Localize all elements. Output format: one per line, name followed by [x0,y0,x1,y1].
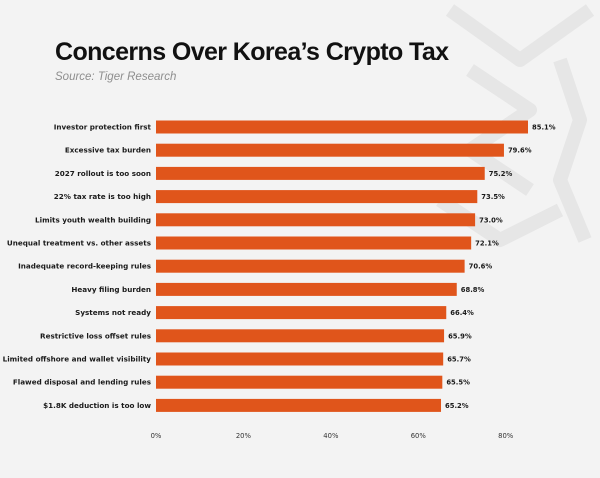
x-tick-label-1: 20% [236,432,252,440]
category-label-7: Heavy filing burden [71,285,151,294]
x-tick-label-4: 80% [498,432,514,440]
bar-12 [156,398,442,412]
value-label-0: 85.1% [532,124,556,132]
category-label-11: Flawed disposal and lending rules [13,378,151,387]
category-label-1: Excessive tax burden [65,146,151,155]
chart-title: Concerns Over Korea’s Crypto Tax [55,38,449,66]
bar-0 [156,120,528,134]
category-label-4: Limits youth wealth building [35,215,151,224]
value-label-5: 72.1% [475,240,499,248]
bar-1 [156,143,504,157]
chart-source: Source: Tiger Research [55,71,177,83]
x-tick-label-2: 40% [323,432,339,440]
bar-10 [156,352,444,366]
bar-8 [156,306,447,320]
value-label-7: 68.8% [461,286,485,294]
value-label-1: 79.6% [508,147,532,155]
category-label-10: Limited offshore and wallet visibility [3,355,152,364]
value-label-10: 65.7% [447,356,471,364]
value-label-2: 75.2% [489,170,513,178]
bar-7 [156,282,457,296]
bar-2 [156,166,485,180]
bar-11 [156,375,443,389]
value-label-12: 65.2% [445,402,469,410]
value-label-6: 70.6% [469,263,493,271]
x-tick-label-0: 0% [151,432,162,440]
bar-6 [156,259,465,273]
category-label-5: Unequal treatment vs. other assets [7,239,151,248]
category-label-9: Restrictive loss offset rules [40,331,151,340]
value-label-3: 73.5% [481,193,505,201]
value-label-8: 66.4% [450,309,474,317]
bar-3 [156,190,478,204]
category-label-3: 22% tax rate is too high [54,192,151,201]
value-label-11: 65.5% [446,379,470,387]
category-label-2: 2027 rollout is too soon [55,169,151,178]
bar-9 [156,329,445,343]
category-label-6: Inadequate record-keeping rules [18,262,151,271]
category-label-12: $1.8K deduction is too low [43,401,151,410]
value-label-9: 65.9% [448,332,472,340]
value-label-4: 73.0% [479,216,503,224]
category-label-8: Systems not ready [75,308,151,317]
x-tick-label-3: 60% [411,432,427,440]
bar-4 [156,213,476,227]
category-label-0: Investor protection first [54,123,152,132]
bar-5 [156,236,472,250]
